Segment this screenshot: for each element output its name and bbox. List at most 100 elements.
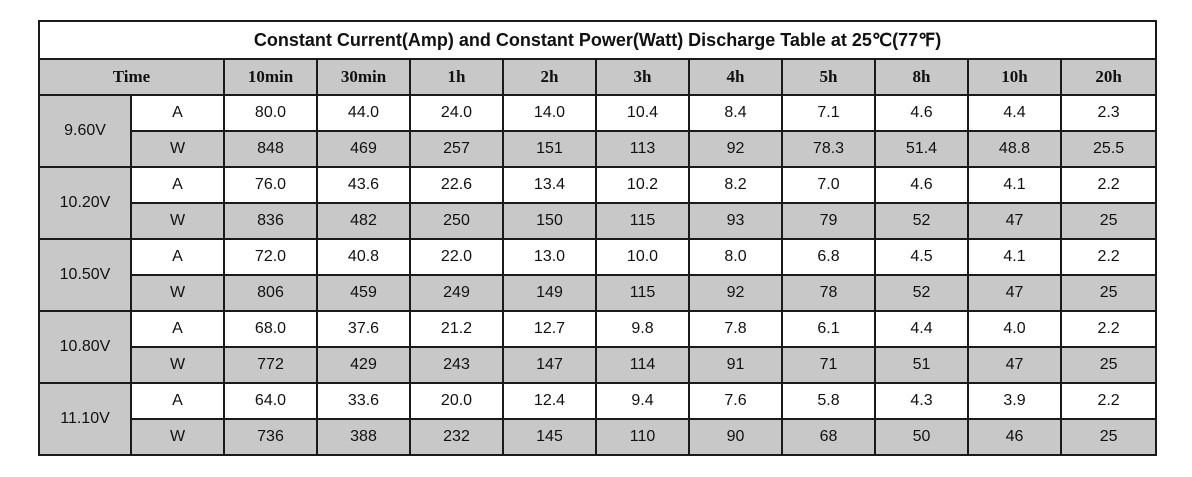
value-cell: 110	[595, 418, 690, 456]
table-row: 9.60V A 80.0 44.0 24.0 14.0 10.4 8.4 7.1 4.6 4.4 2.…	[38, 94, 1158, 168]
discharge-table-container: Constant Current(Amp) and Constant Power…	[37, 20, 1158, 456]
value-cell: 71	[781, 346, 876, 384]
value-cell: 3.9	[967, 382, 1062, 420]
value-cell: 772	[223, 346, 318, 384]
value-cell: 250	[409, 202, 504, 240]
value-cell: 2.2	[1059, 310, 1158, 348]
value-cell: 68	[781, 418, 876, 456]
value-cell: 91	[688, 346, 783, 384]
value-cell: 469	[316, 130, 411, 168]
value-cell: 79	[781, 202, 876, 240]
value-cell: 2.2	[1059, 166, 1158, 204]
value-cell: 48.8	[967, 130, 1062, 168]
value-cell: 78.3	[781, 130, 876, 168]
value-cell: 482	[316, 202, 411, 240]
value-cell: 13.0	[502, 238, 597, 276]
column-header: 10min	[223, 58, 318, 96]
column-header: 3h	[595, 58, 690, 96]
voltage-cell: 10.50V	[38, 238, 132, 312]
unit-cell: A	[130, 310, 225, 348]
discharge-table: Constant Current(Amp) and Constant Power…	[37, 20, 1158, 456]
value-cell: 147	[502, 346, 597, 384]
value-cell: 20.0	[409, 382, 504, 420]
value-cell: 51	[874, 346, 969, 384]
value-cell: 848	[223, 130, 318, 168]
unit-cell: W	[130, 418, 225, 456]
value-cell: 13.4	[502, 166, 597, 204]
value-cell: 4.1	[967, 238, 1062, 276]
table-row: W 806 459 249 149 115 92 78 52 47 25	[39, 274, 1158, 312]
value-cell: 12.4	[502, 382, 597, 420]
value-cell: 4.4	[874, 310, 969, 348]
value-cell: 12.7	[502, 310, 597, 348]
value-cell: 6.8	[781, 238, 876, 276]
value-cell: 8.4	[688, 94, 783, 132]
value-cell: 151	[502, 130, 597, 168]
voltage-cell: 9.60V	[38, 94, 132, 168]
value-cell: 21.2	[409, 310, 504, 348]
value-cell: 46	[967, 418, 1062, 456]
value-cell: 80.0	[223, 94, 318, 132]
value-cell: 2.2	[1059, 238, 1158, 276]
voltage-cell: 11.10V	[38, 382, 132, 456]
value-cell: 44.0	[316, 94, 411, 132]
value-cell: 806	[223, 274, 318, 312]
voltage-cell: 10.80V	[38, 310, 132, 384]
value-cell: 72.0	[223, 238, 318, 276]
value-cell: 33.6	[316, 382, 411, 420]
value-cell: 10.0	[595, 238, 690, 276]
value-cell: 4.0	[967, 310, 1062, 348]
value-cell: 429	[316, 346, 411, 384]
value-cell: 4.1	[967, 166, 1062, 204]
value-cell: 22.6	[409, 166, 504, 204]
unit-cell: W	[130, 274, 225, 312]
column-header: 20h	[1059, 58, 1158, 96]
value-cell: 5.8	[781, 382, 876, 420]
value-cell: 8.2	[688, 166, 783, 204]
value-cell: 92	[688, 130, 783, 168]
value-cell: 4.6	[874, 94, 969, 132]
value-cell: 10.2	[595, 166, 690, 204]
unit-cell: W	[130, 346, 225, 384]
value-cell: 9.4	[595, 382, 690, 420]
table-row: W 736 388 232 145 110 90 68 50 46 25	[39, 418, 1158, 456]
value-cell: 90	[688, 418, 783, 456]
value-cell: 4.5	[874, 238, 969, 276]
unit-cell: W	[130, 202, 225, 240]
table-row: W 848 469 257 151 113 92 78.3 51.4 48.8 25.5	[39, 130, 1158, 168]
voltage-cell: 10.20V	[38, 166, 132, 240]
value-cell: 68.0	[223, 310, 318, 348]
value-cell: 14.0	[502, 94, 597, 132]
value-cell: 7.1	[781, 94, 876, 132]
value-cell: 40.8	[316, 238, 411, 276]
value-cell: 7.8	[688, 310, 783, 348]
value-cell: 9.8	[595, 310, 690, 348]
value-cell: 52	[874, 202, 969, 240]
column-header: 5h	[781, 58, 876, 96]
column-header: 2h	[502, 58, 597, 96]
value-cell: 7.0	[781, 166, 876, 204]
value-cell: 47	[967, 346, 1062, 384]
value-cell: 2.3	[1059, 94, 1158, 132]
table-row: 10.80V A 68.0 37.6 21.2 12.7 9.8 7.8 6.1 4.4 4.0 2.…	[38, 310, 1158, 384]
value-cell: 93	[688, 202, 783, 240]
value-cell: 150	[502, 202, 597, 240]
value-cell: 2.2	[1059, 382, 1158, 420]
value-cell: 4.3	[874, 382, 969, 420]
value-cell: 113	[595, 130, 690, 168]
unit-cell: W	[130, 130, 225, 168]
value-cell: 8.0	[688, 238, 783, 276]
value-cell: 25	[1059, 202, 1158, 240]
value-cell: 115	[595, 202, 690, 240]
value-cell: 232	[409, 418, 504, 456]
value-cell: 52	[874, 274, 969, 312]
value-cell: 47	[967, 202, 1062, 240]
table-row: 10.50V A 72.0 40.8 22.0 13.0 10.0 8.0 6.8 4.5 4.1 2…	[38, 238, 1158, 312]
value-cell: 24.0	[409, 94, 504, 132]
table-row: 10.20V A 76.0 43.6 22.6 13.4 10.2 8.2 7.0 4.6 4.1 2…	[38, 166, 1158, 240]
unit-cell: A	[130, 166, 225, 204]
unit-cell: A	[130, 382, 225, 420]
value-cell: 10.4	[595, 94, 690, 132]
value-cell: 76.0	[223, 166, 318, 204]
value-cell: 51.4	[874, 130, 969, 168]
